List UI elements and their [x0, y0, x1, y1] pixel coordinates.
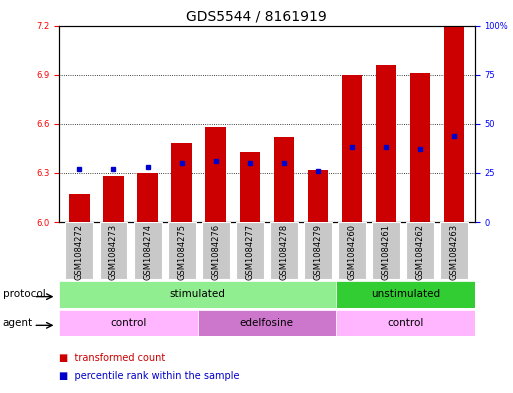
Bar [372, 222, 400, 279]
Text: control: control [387, 318, 423, 328]
Text: GSM1084273: GSM1084273 [109, 224, 118, 280]
Bar [440, 222, 468, 279]
Text: GSM1084277: GSM1084277 [245, 224, 254, 280]
Text: GSM1084275: GSM1084275 [177, 224, 186, 280]
Bar [168, 222, 195, 279]
Text: edelfosine: edelfosine [240, 318, 294, 328]
Text: GSM1084279: GSM1084279 [313, 224, 322, 280]
Text: GSM1084260: GSM1084260 [347, 224, 357, 280]
Bar [59, 310, 198, 336]
Text: GSM1084262: GSM1084262 [416, 224, 425, 280]
Bar [198, 310, 336, 336]
Bar [336, 310, 475, 336]
Bar [133, 222, 162, 279]
Bar [202, 222, 230, 279]
Bar [273, 137, 294, 222]
Text: ■  transformed count: ■ transformed count [59, 353, 165, 363]
Text: agent: agent [3, 318, 33, 328]
Text: protocol: protocol [3, 289, 45, 299]
Text: GDS5544 / 8161919: GDS5544 / 8161919 [186, 10, 327, 24]
Bar [205, 127, 226, 222]
Bar [59, 281, 336, 308]
Bar [304, 222, 332, 279]
Bar [308, 170, 328, 222]
Bar [236, 222, 264, 279]
Bar [336, 281, 475, 308]
Bar [342, 75, 362, 222]
Text: control: control [110, 318, 146, 328]
Bar [137, 173, 158, 222]
Text: GSM1084274: GSM1084274 [143, 224, 152, 280]
Bar [406, 222, 434, 279]
Bar [270, 222, 298, 279]
Bar [171, 143, 192, 222]
Text: stimulated: stimulated [170, 289, 225, 299]
Bar [240, 152, 260, 222]
Text: unstimulated: unstimulated [371, 289, 440, 299]
Text: GSM1084276: GSM1084276 [211, 224, 220, 280]
Text: ■  percentile rank within the sample: ■ percentile rank within the sample [59, 371, 240, 381]
Bar [376, 65, 396, 222]
Text: GSM1084272: GSM1084272 [75, 224, 84, 280]
Bar [69, 194, 90, 222]
Bar [338, 222, 366, 279]
Text: GSM1084278: GSM1084278 [279, 224, 288, 280]
Bar [444, 27, 464, 222]
Bar [103, 176, 124, 222]
Bar [66, 222, 93, 279]
Text: GSM1084261: GSM1084261 [382, 224, 390, 280]
Text: GSM1084263: GSM1084263 [449, 224, 459, 280]
Bar [410, 73, 430, 222]
Bar [100, 222, 127, 279]
